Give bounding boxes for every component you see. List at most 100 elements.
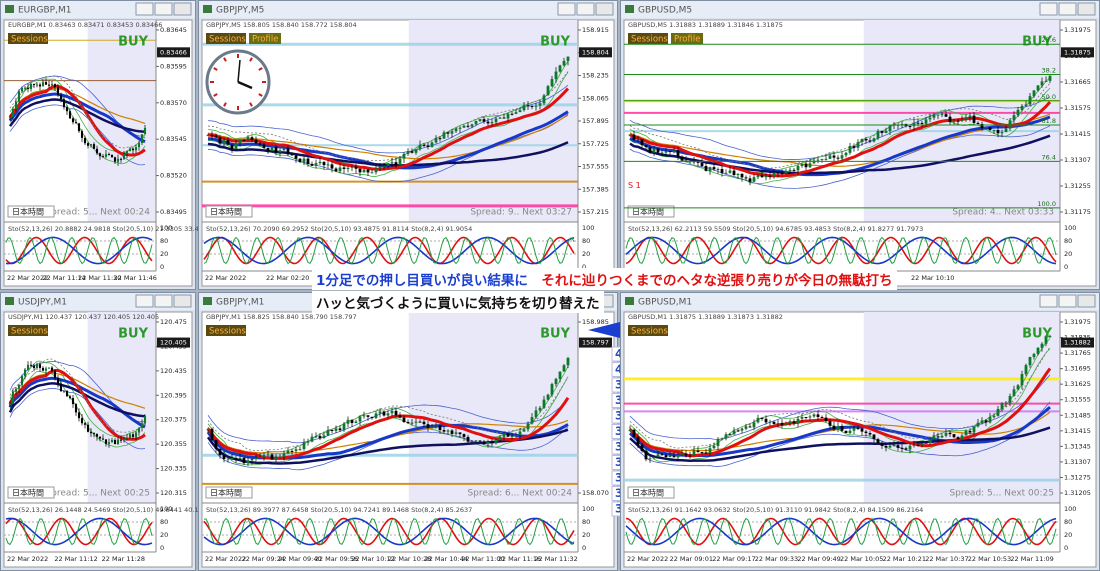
candle-body xyxy=(972,426,976,433)
price-label: 1.31415 xyxy=(1064,130,1091,138)
price-label: 1.31175 xyxy=(1064,208,1091,216)
candle-body xyxy=(218,448,222,456)
clock-tick xyxy=(258,67,263,71)
indicator-info: Sto(52,13,26) 70.2090 69.2952 Sto(20,5,1… xyxy=(206,225,472,233)
candle-body xyxy=(314,163,318,166)
indicator-scale: 20 xyxy=(582,250,590,258)
candle-body xyxy=(92,433,96,435)
candle-body xyxy=(888,125,892,131)
indicator-scale: 20 xyxy=(1064,531,1072,539)
candle-body xyxy=(836,157,840,159)
signal-line xyxy=(207,71,569,162)
time-label: 22 Mar 11:32 xyxy=(534,555,577,563)
price-label: 1.31765 xyxy=(1064,349,1091,357)
candle-body xyxy=(744,177,748,179)
candle-body xyxy=(756,175,760,178)
candle-body xyxy=(944,432,948,436)
candle-body xyxy=(952,434,956,438)
candle-body xyxy=(952,120,956,122)
session-box xyxy=(7,486,55,499)
candle-body xyxy=(960,119,964,121)
window-button[interactable] xyxy=(557,2,576,16)
candle-body xyxy=(20,376,24,385)
session-label: 日本時間 xyxy=(210,207,242,217)
candle-body xyxy=(254,139,258,144)
candle-body xyxy=(56,87,60,95)
window-button[interactable] xyxy=(135,294,154,308)
candle-body xyxy=(518,110,522,113)
window-button[interactable] xyxy=(1077,294,1096,308)
price-label: 1.31555 xyxy=(1064,396,1091,404)
candle-body xyxy=(1016,109,1020,116)
candle-body xyxy=(95,434,99,437)
candle-body xyxy=(510,436,514,438)
candle-body xyxy=(506,113,510,119)
candle-body xyxy=(466,436,470,442)
candle-body xyxy=(728,434,732,436)
window-icon xyxy=(203,5,212,13)
candle-body xyxy=(143,127,147,135)
signal: BUY xyxy=(1022,327,1052,342)
candle-body xyxy=(8,403,12,405)
candle-body xyxy=(510,113,514,115)
candle-body xyxy=(294,449,298,451)
current-price: 0.83466 xyxy=(160,48,187,56)
window-button[interactable] xyxy=(1077,2,1096,16)
candle-body xyxy=(832,155,836,158)
window-button[interactable] xyxy=(173,294,192,308)
window-button[interactable] xyxy=(173,2,192,16)
candle-body xyxy=(378,411,382,414)
indicator-line xyxy=(625,517,1057,546)
candle-body xyxy=(462,125,466,128)
candle-body xyxy=(17,384,21,389)
candle-body xyxy=(338,428,342,431)
window-button[interactable] xyxy=(1039,2,1058,16)
window-button[interactable] xyxy=(1039,294,1058,308)
candle-body xyxy=(562,60,566,66)
candle-body xyxy=(768,421,772,423)
candle-body xyxy=(470,441,474,443)
candle-body xyxy=(648,458,652,460)
candle-body xyxy=(522,429,526,432)
bollinger-band xyxy=(207,113,569,183)
candle-body xyxy=(932,436,936,439)
badge-label: Profile xyxy=(674,35,700,45)
candle-body xyxy=(1048,336,1052,338)
candle-body xyxy=(514,435,518,437)
window-button[interactable] xyxy=(595,2,614,16)
window-button[interactable] xyxy=(154,2,173,16)
candle-body xyxy=(526,105,530,107)
candle-body xyxy=(872,434,876,440)
indicator-scale: 0 xyxy=(1064,544,1068,552)
window-button[interactable] xyxy=(1058,294,1077,308)
price-label: 158.235 xyxy=(582,72,609,80)
envelope xyxy=(9,360,146,438)
candle-body xyxy=(916,444,920,446)
candle-body xyxy=(490,441,494,444)
window-button[interactable] xyxy=(1058,2,1077,16)
window-button[interactable] xyxy=(135,2,154,16)
candle-body xyxy=(856,142,860,148)
time-label: 22 Mar 2022 xyxy=(7,274,48,282)
candle-body xyxy=(860,428,864,432)
candle-body xyxy=(788,169,792,171)
window-title: GBPJPY,M1 xyxy=(216,298,264,308)
time-label: 22 Mar 09:56 xyxy=(315,555,358,563)
candle-body xyxy=(1004,128,1008,133)
candle-body xyxy=(486,121,490,124)
envelope xyxy=(9,89,146,165)
candle-body xyxy=(804,416,808,418)
current-price: 158.797 xyxy=(582,339,609,347)
candle-body xyxy=(764,418,768,423)
candle-body xyxy=(14,101,18,110)
window-button[interactable] xyxy=(154,294,173,308)
candle-body xyxy=(976,122,980,124)
current-price-box xyxy=(1061,337,1094,348)
indicator-info: Sto(52,13,26) 20.8882 24.9818 Sto(20,5,1… xyxy=(8,225,203,233)
candle-body xyxy=(246,460,250,464)
candle-body xyxy=(672,455,676,458)
window-button[interactable] xyxy=(576,2,595,16)
candle-body xyxy=(660,152,664,154)
candle-body xyxy=(1044,336,1048,344)
